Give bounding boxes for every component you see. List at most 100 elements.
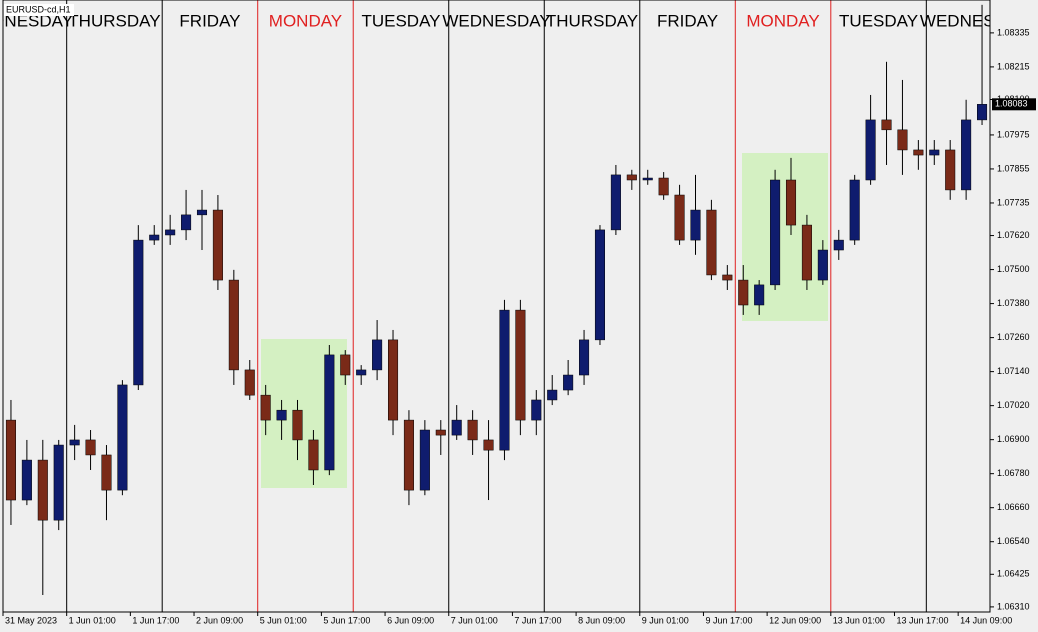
- current-price-label: 1.08083: [995, 99, 1028, 109]
- candle-body: [929, 149, 940, 156]
- candle-body: [865, 119, 876, 181]
- x-tick-label: 14 Jun 09:00: [960, 615, 1012, 625]
- day-label: THURSDAY: [68, 11, 160, 30]
- candle-body: [260, 394, 271, 421]
- y-tick-label: 1.08335: [997, 27, 1030, 37]
- candle-body: [785, 179, 797, 226]
- x-tick-label: 6 Jun 09:00: [387, 615, 434, 625]
- candle-body: [356, 369, 367, 376]
- x-tick-label: 13 Jun 17:00: [896, 615, 948, 625]
- candle-body: [165, 229, 176, 236]
- candle-body: [467, 419, 478, 441]
- candle-body: [579, 339, 590, 376]
- candle-body: [21, 459, 32, 501]
- candle-body: [308, 439, 319, 471]
- candle-body: [658, 177, 669, 196]
- candle-body: [770, 179, 781, 286]
- day-label: FRIDAY: [657, 11, 718, 30]
- y-tick-label: 1.07260: [997, 332, 1030, 342]
- candle-body: [913, 149, 924, 156]
- y-tick-label: 1.06660: [997, 502, 1030, 512]
- y-tick-label: 1.08215: [997, 61, 1030, 71]
- x-tick-label: 2 Jun 09:00: [196, 615, 243, 625]
- x-tick-label: 9 Jun 01:00: [642, 615, 689, 625]
- x-tick-label: 13 Jun 01:00: [833, 615, 885, 625]
- x-tick-label: 12 Jun 09:00: [769, 615, 821, 625]
- day-label: MONDAY: [746, 11, 819, 30]
- y-tick-label: 1.07140: [997, 366, 1030, 376]
- day-label: WEDNESDAY: [920, 11, 1028, 30]
- candle-body: [706, 209, 717, 276]
- candle-body: [101, 454, 112, 491]
- candle-body: [69, 439, 80, 446]
- candle-body: [610, 174, 621, 231]
- candle-body: [801, 224, 812, 281]
- candle-body: [451, 419, 462, 436]
- y-tick-label: 1.07855: [997, 163, 1030, 173]
- y-tick-label: 1.07020: [997, 400, 1030, 410]
- candle-body: [738, 279, 749, 306]
- x-tick-label: 7 Jun 01:00: [451, 615, 498, 625]
- candle-body: [387, 339, 399, 421]
- candle-body: [722, 274, 733, 281]
- candle-body: [85, 439, 96, 456]
- candle-body: [181, 214, 192, 231]
- candle-body: [419, 429, 430, 491]
- candle-body: [5, 419, 16, 501]
- candle-body: [196, 209, 208, 216]
- candle-body: [435, 429, 446, 436]
- day-label: WEDNESDAY: [442, 11, 550, 30]
- x-tick-label: 9 Jun 17:00: [705, 615, 752, 625]
- candle-body: [817, 249, 828, 281]
- candle-body: [292, 409, 303, 441]
- x-tick-label: 31 May 2023: [5, 615, 57, 625]
- candle-body: [881, 119, 892, 131]
- candle-body: [133, 239, 144, 386]
- x-tick-label: 8 Jun 09:00: [578, 615, 625, 625]
- y-tick-label: 1.06310: [997, 601, 1030, 611]
- candle-body: [212, 209, 223, 281]
- candle-body: [977, 104, 988, 121]
- candle-body: [499, 309, 510, 451]
- y-tick-label: 1.07975: [997, 129, 1030, 139]
- candle-body: [642, 177, 653, 181]
- y-tick-label: 1.07380: [997, 298, 1030, 308]
- x-tick-label: 7 Jun 17:00: [514, 615, 561, 625]
- plot-area: WEDNESDAYTHURSDAYFRIDAYMONDAYTUESDAYWEDN…: [0, 0, 1028, 612]
- day-label: TUESDAY: [839, 11, 918, 30]
- y-tick-label: 1.06900: [997, 434, 1030, 444]
- day-label: WEDNESDAY: [0, 11, 73, 30]
- y-tick-label: 1.07735: [997, 197, 1030, 207]
- candle-body: [403, 419, 414, 491]
- candle-body: [531, 399, 542, 421]
- day-label: TUESDAY: [361, 11, 440, 30]
- candle-body: [690, 209, 701, 241]
- x-tick-label: 1 Jun 01:00: [69, 615, 116, 625]
- candle-body: [117, 384, 128, 491]
- title-box: [4, 4, 74, 16]
- candle-body: [547, 389, 558, 401]
- chart-title: EURUSD-cd,H1: [6, 4, 71, 14]
- candle-body: [340, 354, 351, 376]
- candle-body: [149, 234, 160, 241]
- x-tick-label: 5 Jun 01:00: [260, 615, 307, 625]
- candle-body: [563, 374, 574, 391]
- candle-body: [515, 309, 526, 421]
- candle-body: [228, 279, 239, 371]
- candle-body: [945, 149, 956, 191]
- y-tick-label: 1.06780: [997, 468, 1030, 478]
- candle-body: [594, 229, 606, 341]
- candle-body: [626, 174, 637, 181]
- y-tick-label: 1.06540: [997, 536, 1030, 546]
- y-tick-label: 1.06425: [997, 569, 1030, 579]
- current-price-box: [992, 98, 1036, 111]
- candle-body: [276, 409, 287, 421]
- candle-body: [961, 119, 972, 191]
- candle-body: [833, 239, 844, 251]
- plot-frame: [2, 0, 991, 613]
- day-label: FRIDAY: [179, 11, 240, 30]
- candle-body: [754, 284, 765, 306]
- y-tick-label: 1.07500: [997, 264, 1030, 274]
